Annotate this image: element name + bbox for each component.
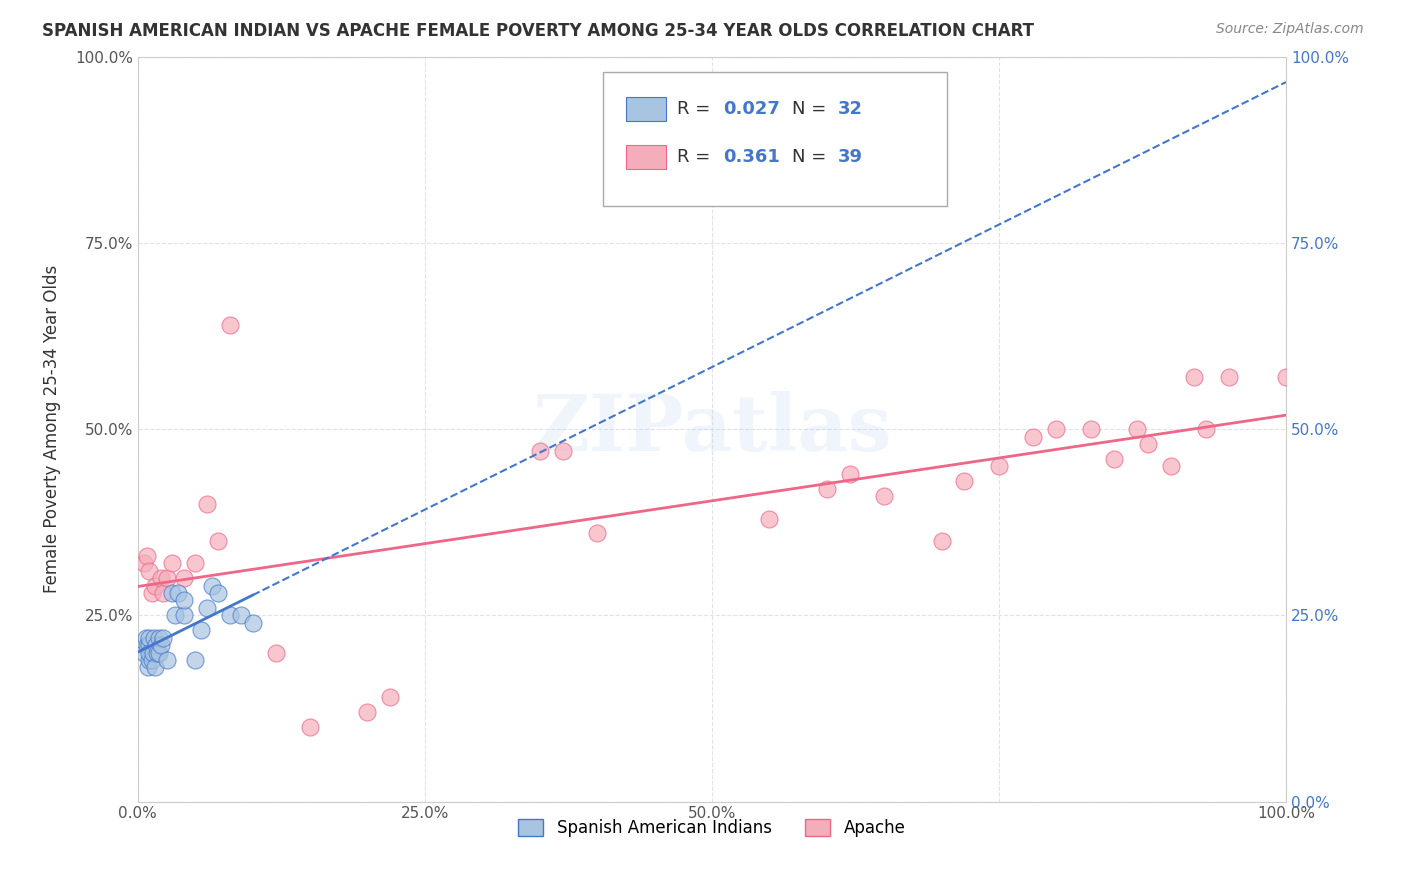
Point: [207, 586, 229, 600]
Point: [1194, 422, 1216, 436]
Text: Source: ZipAtlas.com: Source: ZipAtlas.com: [1216, 22, 1364, 37]
Point: [145, 638, 167, 652]
Point: [136, 549, 159, 563]
Point: [132, 646, 155, 660]
Text: N =: N =: [792, 100, 832, 118]
Legend: Spanish American Indians, Apache: Spanish American Indians, Apache: [510, 811, 914, 846]
Text: 0.027: 0.027: [724, 100, 780, 118]
Point: [1218, 370, 1240, 384]
Point: [201, 578, 224, 592]
Point: [143, 660, 166, 674]
Point: [141, 653, 163, 667]
Point: [184, 653, 207, 667]
Point: [299, 720, 322, 734]
Point: [132, 556, 155, 570]
Point: [1080, 422, 1102, 436]
Point: [931, 533, 953, 548]
Point: [1022, 429, 1045, 443]
Point: [195, 497, 218, 511]
Point: [167, 586, 190, 600]
Point: [173, 608, 195, 623]
Point: [1045, 422, 1067, 436]
Point: [207, 533, 229, 548]
Point: [242, 615, 264, 630]
Point: [136, 638, 159, 652]
Point: [195, 601, 218, 615]
Point: [231, 608, 253, 623]
Point: [142, 631, 165, 645]
Point: [142, 646, 165, 660]
Point: [586, 526, 609, 541]
Point: [953, 475, 976, 489]
Point: [1102, 451, 1125, 466]
Point: [1160, 459, 1182, 474]
Text: 39: 39: [838, 148, 863, 166]
Point: [152, 631, 174, 645]
Point: [148, 631, 170, 645]
Point: [149, 638, 172, 652]
Point: [162, 556, 184, 570]
Point: [149, 571, 172, 585]
Point: [155, 653, 177, 667]
Point: [838, 467, 860, 481]
Point: [138, 653, 160, 667]
Text: R =: R =: [678, 148, 717, 166]
Point: [138, 564, 160, 578]
Point: [356, 705, 378, 719]
Point: [987, 459, 1010, 474]
Point: [184, 556, 207, 570]
Text: 32: 32: [838, 100, 863, 118]
Point: [190, 624, 212, 638]
FancyBboxPatch shape: [603, 71, 948, 206]
Text: R =: R =: [678, 100, 717, 118]
Point: [380, 690, 402, 705]
Point: [873, 489, 896, 503]
Point: [758, 511, 780, 525]
Point: [163, 608, 186, 623]
Point: [141, 586, 163, 600]
Point: [155, 571, 177, 585]
Y-axis label: Female Poverty Among 25-34 Year Olds: Female Poverty Among 25-34 Year Olds: [44, 265, 60, 593]
Text: N =: N =: [792, 148, 832, 166]
Point: [1275, 370, 1298, 384]
Point: [173, 571, 195, 585]
Point: [138, 638, 160, 652]
Point: [529, 444, 551, 458]
Point: [138, 646, 160, 660]
Point: [1125, 422, 1147, 436]
Point: [551, 444, 574, 458]
Point: [815, 482, 838, 496]
Text: ZIPatlas: ZIPatlas: [531, 391, 891, 467]
Point: [136, 660, 159, 674]
Point: [152, 586, 174, 600]
Point: [218, 608, 240, 623]
Point: [143, 578, 166, 592]
Point: [146, 646, 169, 660]
Point: [135, 631, 157, 645]
Point: [162, 586, 184, 600]
Point: [138, 631, 160, 645]
Point: [173, 593, 195, 607]
FancyBboxPatch shape: [626, 145, 666, 169]
Point: [1182, 370, 1205, 384]
FancyBboxPatch shape: [626, 97, 666, 120]
Text: SPANISH AMERICAN INDIAN VS APACHE FEMALE POVERTY AMONG 25-34 YEAR OLDS CORRELATI: SPANISH AMERICAN INDIAN VS APACHE FEMALE…: [42, 22, 1035, 40]
Point: [218, 318, 240, 332]
Point: [1137, 437, 1160, 451]
Point: [148, 646, 170, 660]
Text: 0.361: 0.361: [724, 148, 780, 166]
Point: [264, 646, 287, 660]
